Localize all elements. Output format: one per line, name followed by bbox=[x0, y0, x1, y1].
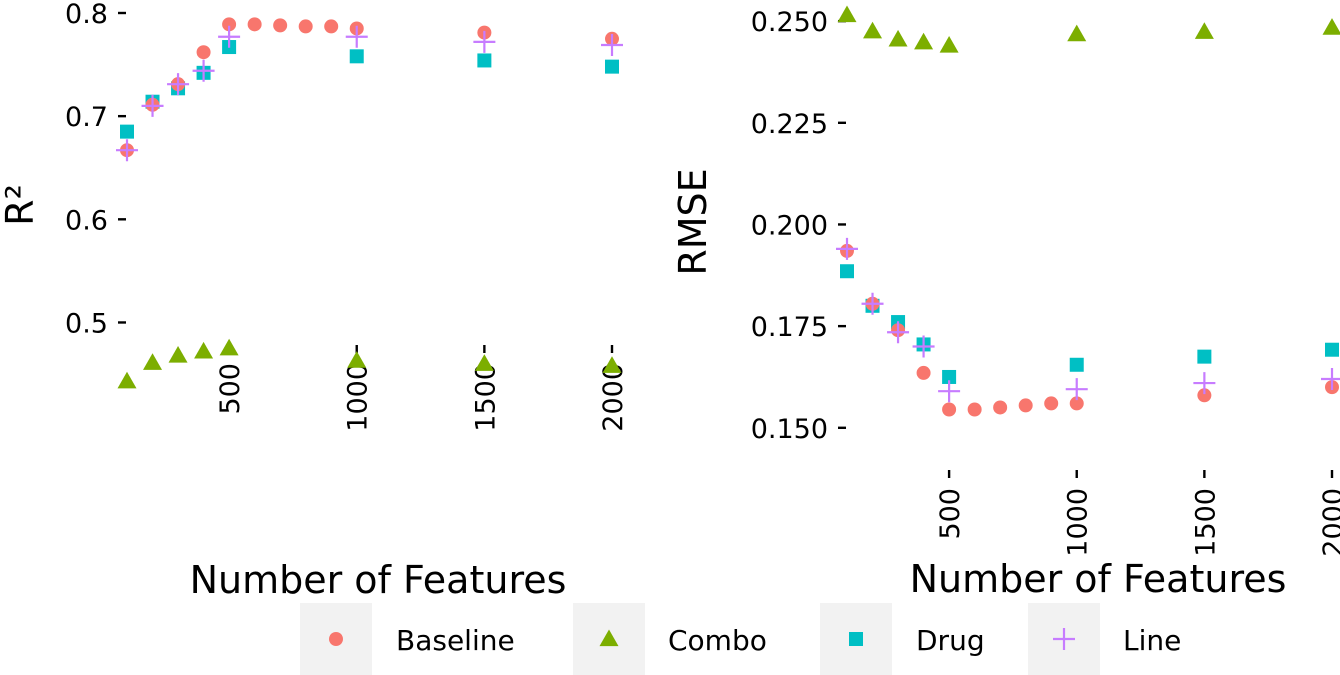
r2-y-tick-label: 0.7 bbox=[65, 102, 108, 133]
r2-point-combo bbox=[143, 353, 163, 370]
legend-label-drug: Drug bbox=[916, 624, 985, 657]
rmse-point-line bbox=[1321, 368, 1340, 390]
rmse-point-combo bbox=[914, 32, 934, 50]
r2-x-axis-title: Number of Features bbox=[190, 558, 567, 602]
rmse-point-baseline bbox=[916, 365, 931, 380]
rmse-point-combo bbox=[1322, 18, 1340, 35]
rmse-point-baseline bbox=[1197, 388, 1212, 403]
rmse-point-drug bbox=[942, 369, 957, 384]
rmse-point-drug bbox=[1197, 349, 1212, 364]
rmse-panel: 0.150 0.175 0.200 0.225 0.250 500 1000 1500 2000… bbox=[671, 5, 1340, 601]
r2-point-line bbox=[141, 94, 164, 117]
rmse-point-drug bbox=[1325, 342, 1339, 357]
r2-point-combo bbox=[194, 341, 214, 359]
rmse-point-line bbox=[912, 335, 935, 358]
rmse-point-line bbox=[836, 237, 858, 260]
r2-point-drug bbox=[120, 124, 134, 139]
r2-point-baseline bbox=[273, 18, 288, 33]
legend-marker-baseline bbox=[329, 632, 343, 646]
legend-marker-combo bbox=[599, 629, 619, 647]
r2-point-baseline bbox=[324, 19, 339, 34]
rmse-point-line bbox=[861, 292, 884, 315]
r2-point-combo bbox=[602, 356, 622, 373]
r2-point-line bbox=[601, 33, 623, 56]
rmse-point-baseline bbox=[1044, 396, 1059, 411]
r2-point-combo bbox=[219, 338, 239, 356]
r2-point-combo bbox=[474, 354, 494, 371]
r2-x-tick-label: 500 bbox=[215, 363, 246, 415]
rmse-point-drug bbox=[840, 264, 854, 279]
r2-y-tick-label: 0.6 bbox=[65, 205, 108, 236]
r2-point-baseline bbox=[247, 17, 262, 32]
r2-panel: 0.5 0.6 0.7 0.8 500 1000 1500 2000 Number of Fea… bbox=[0, 0, 629, 602]
rmse-point-baseline bbox=[993, 400, 1008, 415]
r2-point-combo bbox=[347, 351, 367, 368]
rmse-point-baseline bbox=[942, 402, 957, 417]
rmse-point-combo bbox=[1194, 22, 1214, 39]
legend-label-combo: Combo bbox=[668, 624, 767, 657]
r2-y-axis-title: R² bbox=[0, 184, 42, 226]
rmse-y-tick-label: 0.200 bbox=[751, 210, 828, 241]
r2-point-line bbox=[345, 25, 368, 48]
r2-point-drug bbox=[477, 53, 492, 68]
r2-x-tick-label: 1500 bbox=[470, 363, 501, 432]
r2-point-baseline bbox=[222, 17, 237, 32]
legend-label-baseline: Baseline bbox=[396, 624, 515, 657]
r2-point-combo bbox=[117, 371, 137, 389]
rmse-x-tick-label: 500 bbox=[935, 488, 966, 540]
r2-point-line bbox=[192, 59, 215, 82]
rmse-point-drug bbox=[1069, 357, 1084, 372]
rmse-x-tick-label: 1000 bbox=[1063, 488, 1094, 557]
r2-y-tick-label: 0.8 bbox=[65, 0, 108, 30]
legend-marker-drug bbox=[849, 632, 863, 646]
rmse-point-baseline bbox=[967, 402, 982, 417]
rmse-point-line bbox=[1193, 372, 1216, 395]
rmse-x-axis-title: Number of Features bbox=[910, 557, 1287, 601]
rmse-point-baseline bbox=[1018, 398, 1033, 413]
rmse-point-combo bbox=[863, 21, 883, 39]
rmse-point-combo bbox=[837, 5, 857, 23]
rmse-point-combo bbox=[888, 29, 908, 47]
rmse-y-tick-label: 0.150 bbox=[751, 414, 828, 445]
r2-point-drug bbox=[605, 59, 619, 74]
rmse-point-line bbox=[887, 321, 910, 344]
rmse-point-line bbox=[938, 380, 961, 403]
rmse-y-tick-label: 0.225 bbox=[751, 109, 828, 140]
r2-y-tick-label: 0.5 bbox=[65, 308, 108, 339]
r2-point-line bbox=[167, 73, 190, 96]
r2-point-line bbox=[473, 30, 496, 53]
rmse-point-baseline bbox=[1069, 396, 1084, 411]
r2-point-combo bbox=[168, 345, 188, 363]
rmse-y-tick-label: 0.250 bbox=[751, 7, 828, 38]
r2-x-tick-label: 1000 bbox=[343, 363, 374, 432]
rmse-point-line bbox=[1065, 378, 1088, 401]
r2-x-tick-label: 2000 bbox=[598, 363, 629, 432]
rmse-y-axis-title: RMSE bbox=[671, 168, 715, 275]
r2-point-baseline bbox=[196, 45, 211, 60]
rmse-y-tick-label: 0.175 bbox=[751, 312, 828, 343]
legend-marker-line bbox=[1053, 628, 1075, 650]
rmse-x-tick-label: 1500 bbox=[1190, 488, 1221, 557]
legend-label-line: Line bbox=[1123, 624, 1181, 657]
r2-point-line bbox=[218, 25, 241, 48]
r2-point-drug bbox=[349, 49, 364, 64]
r2-point-line bbox=[116, 139, 138, 162]
r2-point-baseline bbox=[298, 19, 313, 34]
legend: Baseline Combo Drug Line bbox=[300, 603, 1181, 675]
rmse-point-combo bbox=[939, 36, 959, 53]
rmse-x-tick-label: 2000 bbox=[1318, 488, 1340, 557]
rmse-point-combo bbox=[1067, 24, 1087, 42]
